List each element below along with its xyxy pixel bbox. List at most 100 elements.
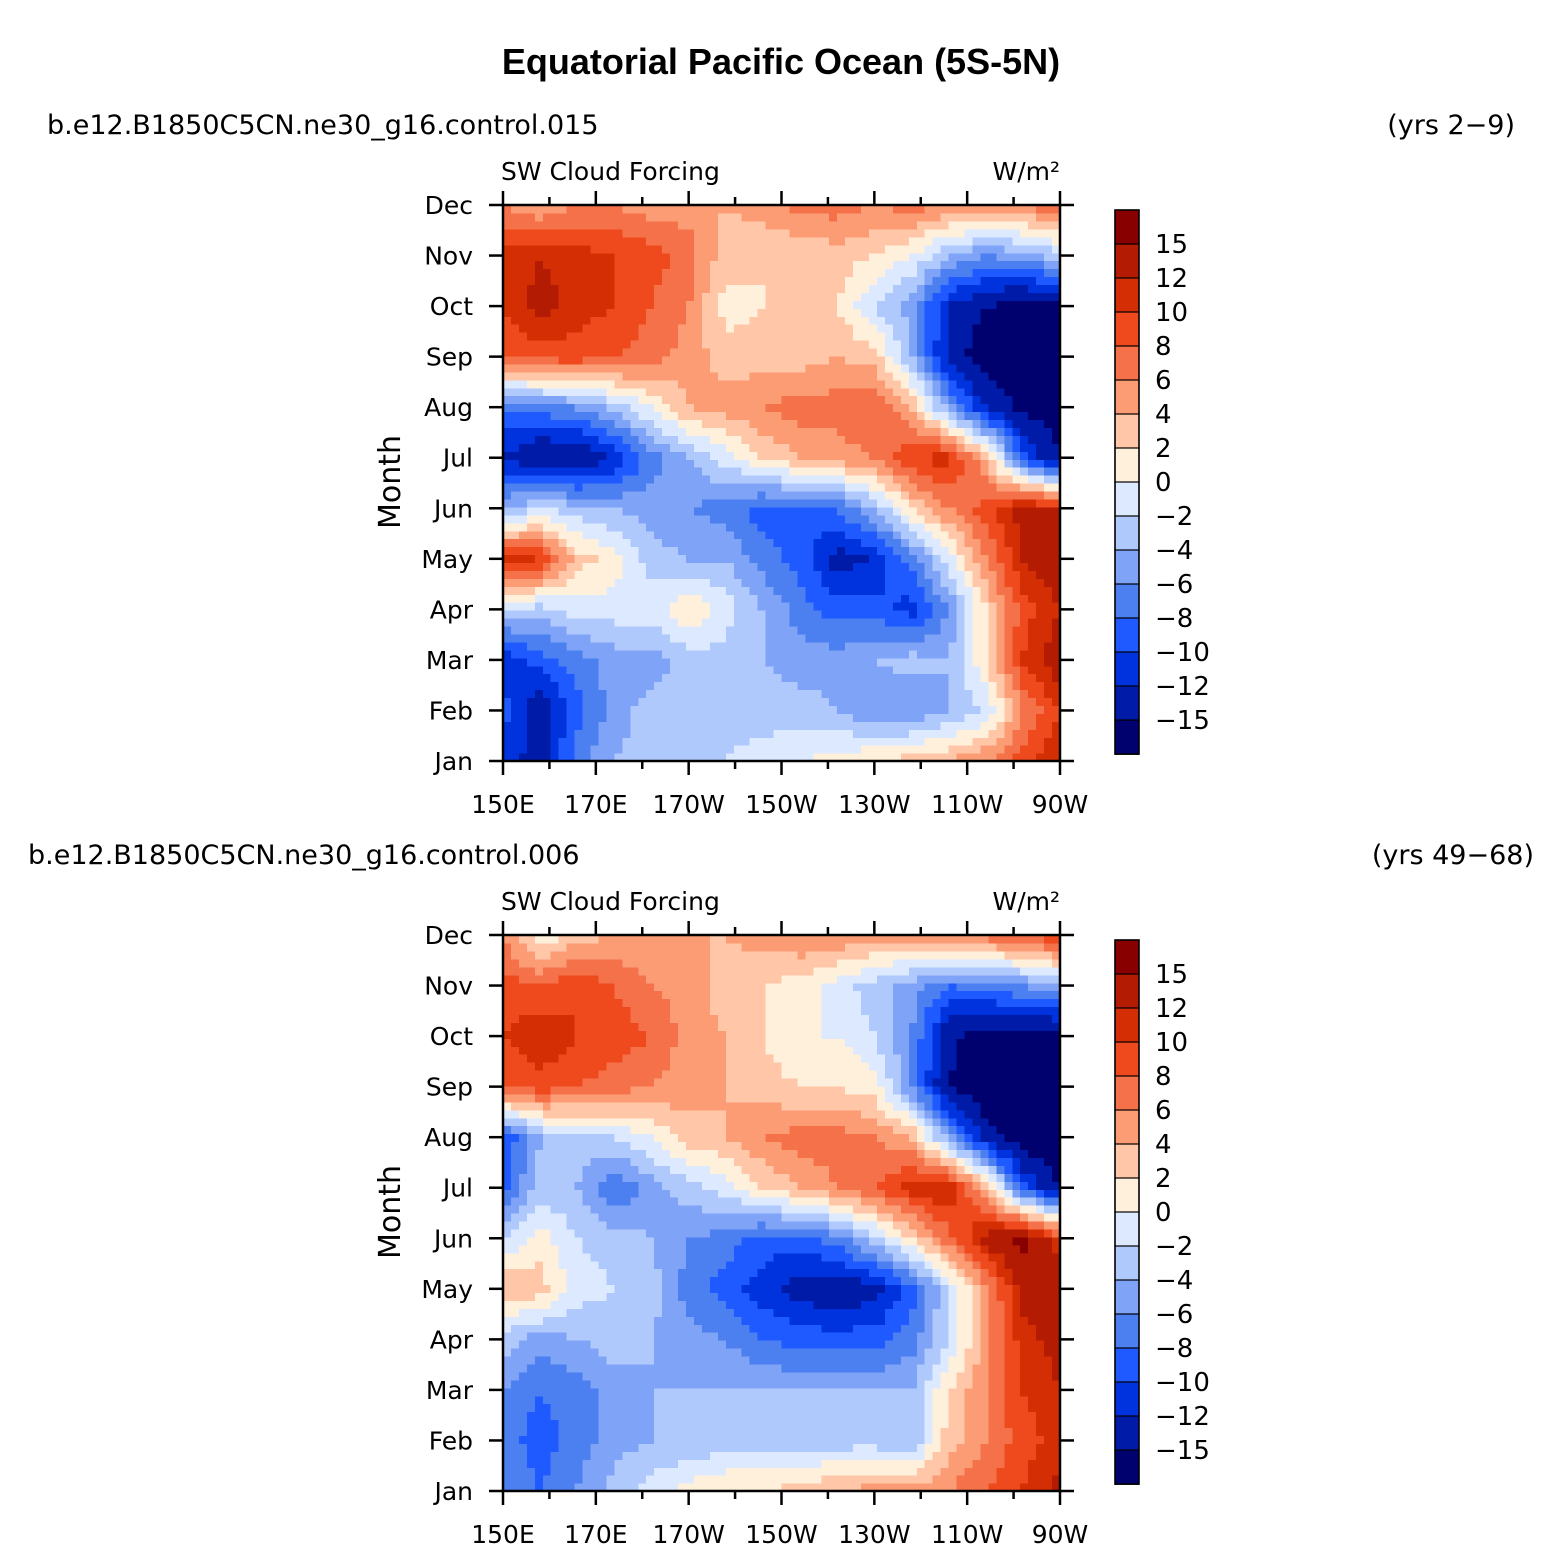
contour-cell [749,340,759,349]
contour-cell [670,570,679,579]
contour-cell [996,705,1005,714]
contour-cell [837,498,846,508]
contour-cell [717,554,727,564]
contour-cell [900,729,910,738]
contour-cell [972,657,982,667]
contour-cell [582,419,592,428]
contour-cell [900,483,910,492]
contour-cell [869,586,878,595]
contour-cell [717,546,727,556]
contour-cell [566,371,576,381]
contour-cell [924,403,934,413]
contour-cell [558,260,568,270]
contour-cell [821,665,830,675]
contour-cell [829,212,838,222]
contour-cell [1028,721,1037,730]
contour-cell [630,212,639,222]
contour-cell [916,610,926,619]
contour-cell [876,721,886,730]
contour-cell [988,435,997,444]
contour-cell [988,490,997,500]
contour-cell [542,276,552,286]
contour-cell [1044,625,1053,635]
contour-cell [837,618,846,627]
contour-cell [646,411,655,421]
contour-cell [1012,562,1021,571]
contour-cell [940,641,950,651]
contour-cell [733,340,743,349]
contour-cell [693,506,703,516]
contour-cell [566,737,576,746]
contour-cell [693,268,703,278]
contour-cell [813,292,822,301]
contour-cell [614,681,623,691]
contour-cell [956,578,966,587]
contour-cell [853,610,862,619]
contour-cell [638,475,647,484]
contour-cell [518,641,528,651]
contour-cell [1028,363,1037,373]
contour-cell [749,729,759,738]
contour-cell [622,697,631,706]
contour-cell [558,713,568,722]
contour-cell [916,753,926,762]
contour-cell [908,530,918,540]
contour-cell [797,697,806,706]
contour-cell [638,681,647,691]
contour-cell [733,570,743,579]
contour-cell [821,379,830,389]
contour-cell [789,610,799,619]
contour-cell [829,244,838,254]
contour-cell [558,753,568,762]
contour-cell [638,371,647,381]
contour-cell [630,697,639,706]
contour-cell [916,546,926,556]
contour-cell [805,260,814,270]
contour-cell [1044,745,1053,754]
contour-cell [853,379,862,389]
contour-cell [630,467,639,476]
contour-cell [622,268,631,278]
contour-cell [503,697,512,706]
contour-cell [598,427,608,436]
contour-cell [686,284,695,293]
contour-cell [884,745,894,754]
contour-cell [622,562,631,571]
contour-cell [781,737,791,746]
contour-cell [1012,300,1021,309]
contour-cell [837,578,846,587]
contour-cell [773,332,783,341]
contour-cell [1020,459,1029,468]
contour-cell [908,403,918,413]
contour-cell [972,729,982,738]
contour-cell [924,657,934,667]
contour-cell [622,419,631,428]
contour-cell [805,522,814,532]
contour-cell [622,610,631,619]
contour-cell [550,649,560,659]
contour-cell [693,347,703,357]
contour-cell [749,355,759,365]
contour-cell [972,578,982,587]
contour-cell [518,459,528,468]
contour-cell [781,713,791,722]
contour-cell [940,753,950,762]
contour-cell [725,641,735,651]
contour-cell [1052,483,1061,492]
contour-cell [701,419,711,428]
contour-cell [988,522,997,532]
contour-cell [709,610,719,619]
contour-cell [1020,284,1029,293]
contour-cell [1012,324,1021,333]
contour-cell [741,340,751,349]
contour-cell [701,514,711,524]
contour-cell [598,252,608,262]
contour-cell [558,459,568,468]
contour-cell [749,570,759,579]
contour-cell [980,546,989,556]
contour-cell [765,332,775,341]
contour-cell [622,308,631,317]
contour-cell [686,483,695,492]
contour-cell [805,594,814,603]
contour-cell [869,498,878,508]
